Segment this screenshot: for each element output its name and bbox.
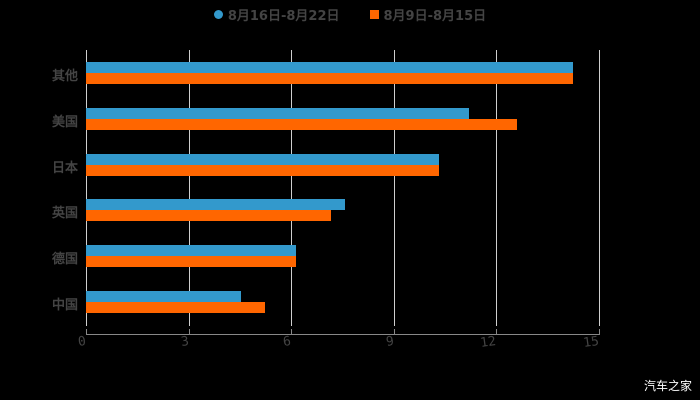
bar[interactable] bbox=[86, 153, 439, 165]
bar[interactable] bbox=[86, 118, 517, 130]
bar[interactable] bbox=[86, 62, 573, 73]
bar[interactable] bbox=[86, 107, 470, 119]
x-tick-label: 0 bbox=[77, 333, 87, 350]
y-category-label: 中国 bbox=[51, 298, 78, 313]
bar[interactable] bbox=[86, 73, 573, 84]
gridline bbox=[496, 50, 498, 326]
bar[interactable] bbox=[86, 291, 241, 302]
y-category-label: 其他 bbox=[51, 69, 78, 84]
legend-square-icon bbox=[369, 9, 379, 19]
legend-label: 8月16日-8月22日 bbox=[227, 8, 340, 24]
watermark: 汽车之家 bbox=[643, 379, 692, 393]
x-tick bbox=[188, 329, 190, 335]
y-category-label: 美国 bbox=[51, 114, 78, 130]
bar[interactable] bbox=[86, 256, 296, 268]
x-tick bbox=[599, 329, 600, 335]
plot-area bbox=[86, 50, 600, 326]
bar[interactable] bbox=[86, 164, 439, 176]
x-tick bbox=[393, 329, 395, 335]
gridline bbox=[291, 50, 293, 326]
legend-item-series2[interactable]: 8月9日-8月15日 bbox=[369, 4, 487, 24]
x-axis-line bbox=[86, 334, 600, 335]
x-tick bbox=[86, 329, 87, 335]
y-category-label: 日本 bbox=[51, 160, 78, 176]
legend: 8月16日-8月22日 8月9日-8月15日 bbox=[0, 4, 700, 24]
x-tick-label: 12 bbox=[479, 333, 498, 352]
gridline bbox=[188, 50, 190, 326]
x-tick bbox=[496, 329, 498, 335]
y-category-label: 德国 bbox=[51, 252, 78, 268]
x-tick-label: 3 bbox=[179, 333, 190, 350]
bar[interactable] bbox=[86, 302, 265, 313]
x-tick bbox=[291, 329, 293, 335]
gridline bbox=[393, 50, 395, 326]
x-tick-label: 15 bbox=[582, 333, 600, 352]
y-axis-line bbox=[86, 50, 87, 326]
x-tick-label: 6 bbox=[282, 333, 293, 350]
gridline bbox=[599, 50, 600, 326]
bar[interactable] bbox=[86, 245, 296, 257]
legend-item-series1[interactable]: 8月16日-8月22日 bbox=[213, 4, 340, 24]
bar[interactable] bbox=[86, 210, 331, 222]
bar[interactable] bbox=[86, 199, 345, 211]
y-category-label: 英国 bbox=[51, 206, 78, 222]
x-tick-label: 9 bbox=[384, 333, 395, 350]
legend-circle-icon bbox=[213, 9, 223, 19]
legend-label: 8月9日-8月15日 bbox=[383, 8, 487, 24]
